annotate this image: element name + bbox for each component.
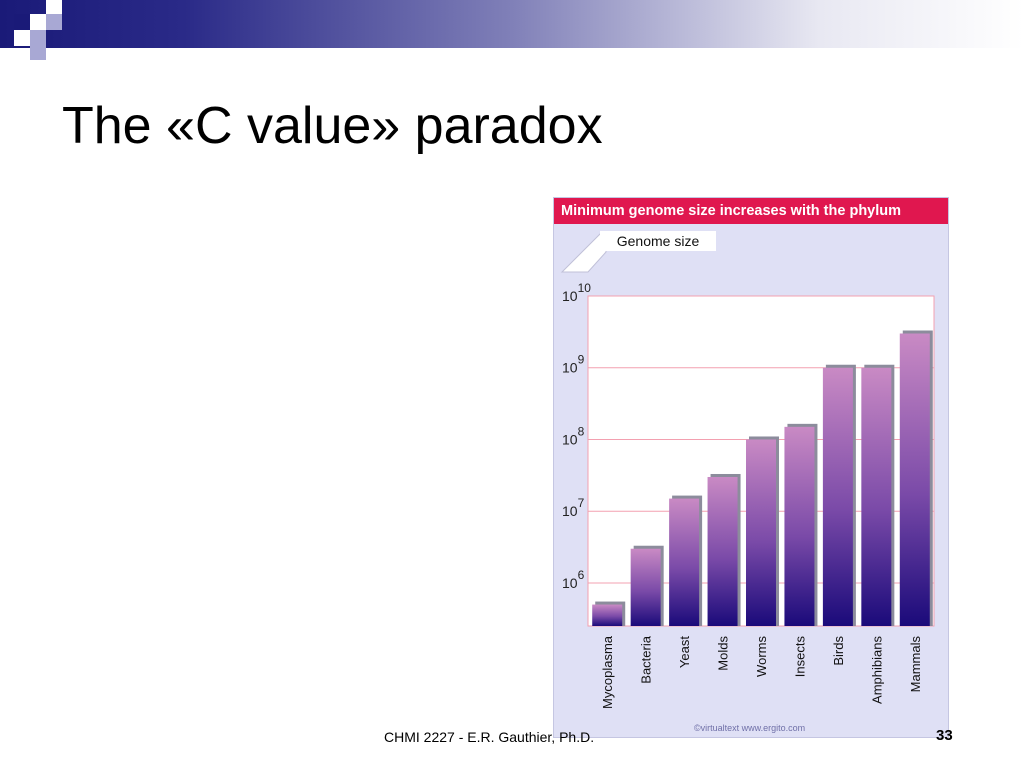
x-tick-label: Insects: [792, 636, 807, 678]
bar-chart: 106 107 108 109 1010 Mycoplasma Bacteria Yeast M…: [562, 281, 935, 709]
y-tick-label: 108: [562, 424, 585, 447]
decor-square: [30, 14, 46, 30]
figure-credit: ©virtualtext www.ergito.com: [694, 723, 806, 733]
bar: [822, 367, 853, 626]
decor-square: [30, 30, 46, 46]
x-tick-label: Bacteria: [639, 635, 654, 683]
bar: [861, 367, 892, 626]
y-tick-label: 109: [562, 353, 585, 376]
x-tick-label: Mammals: [908, 636, 923, 693]
x-tick-label: Molds: [716, 636, 731, 671]
slide-header-bar: [0, 0, 1024, 48]
decor-square: [46, 0, 62, 14]
bar: [707, 476, 738, 626]
chart-figure: Minimum genome size increases with the p…: [553, 197, 949, 738]
bar: [784, 426, 815, 626]
slide-footer: CHMI 2227 - E.R. Gauthier, Ph.D.: [384, 729, 595, 745]
x-tick-label: Birds: [831, 636, 846, 666]
x-tick-label: Worms: [754, 636, 769, 677]
x-tick-label: Yeast: [677, 636, 692, 668]
bar: [899, 333, 930, 626]
bar: [669, 498, 700, 626]
decor-square: [30, 46, 46, 60]
y-tick-label: 1010: [562, 281, 591, 304]
y-tick-label: 106: [562, 568, 585, 591]
bar: [746, 439, 776, 626]
bar: [592, 604, 623, 626]
x-tick-label: Mycoplasma: [600, 635, 615, 709]
x-tick-label: Amphibians: [869, 636, 884, 704]
slide-number: 33: [936, 727, 953, 744]
bar: [630, 548, 661, 626]
y-axis-label: Genome size: [600, 231, 716, 251]
decor-square: [14, 30, 30, 46]
decor-square: [14, 14, 30, 30]
decor-square: [46, 14, 62, 30]
slide-title: The «C value» paradox: [62, 97, 603, 155]
y-tick-label: 107: [562, 496, 585, 519]
chart-title: Minimum genome size increases with the p…: [554, 198, 948, 224]
